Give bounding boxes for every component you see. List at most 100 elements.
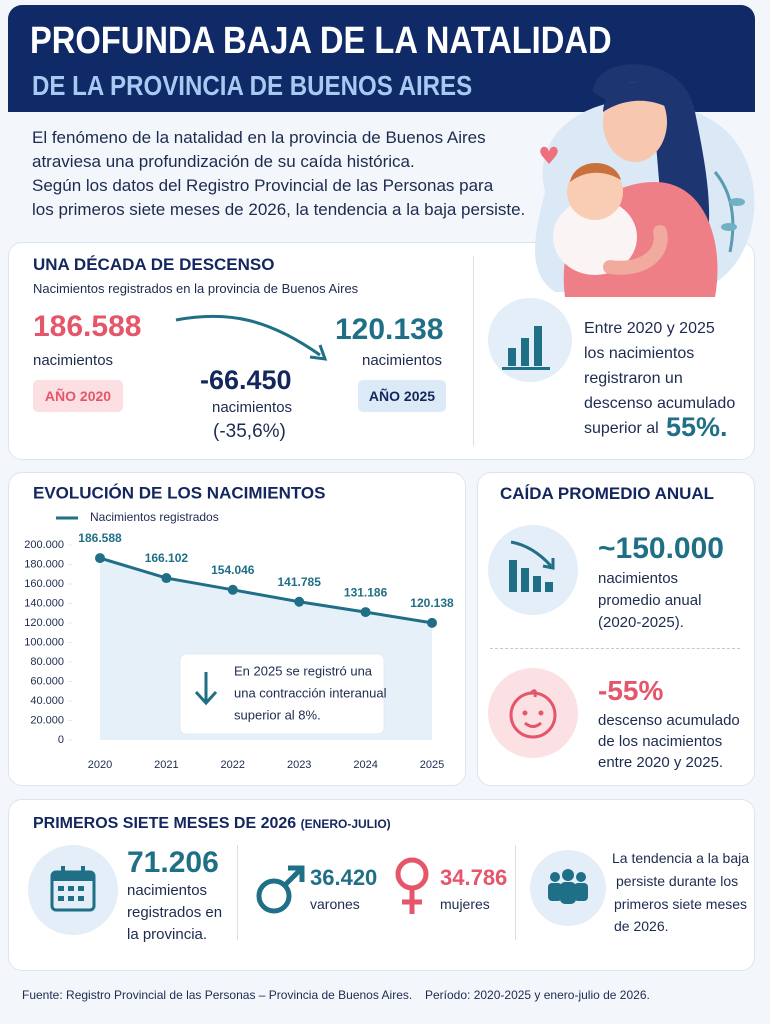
female-value: 34.786 (440, 865, 508, 890)
total-line: nacimientos (127, 882, 208, 899)
note-highlight: 55%. (666, 412, 728, 442)
data-label: 166.102 (145, 551, 189, 565)
data-point (95, 553, 105, 564)
drop-value: -55% (598, 675, 664, 706)
male-label: varones (310, 896, 360, 912)
total-line: registrados en (127, 904, 223, 921)
divider (473, 256, 474, 446)
start-value: 186.588 (33, 310, 142, 343)
intro-line: los primeros siete meses de 2026, la ten… (32, 200, 526, 219)
line-chart: EVOLUCIÓN DE LOS NACIMIENTOS 0 20.000 40.0… (24, 483, 454, 771)
drop-line: de los nacimientos (598, 733, 723, 750)
section-subtitle: Nacimientos registrados en la provincia … (33, 281, 359, 296)
male-value: 36.420 (310, 865, 378, 890)
annotation-line: superior al 8%. (234, 707, 321, 722)
y-tick-label: 80.000 (30, 656, 64, 668)
trend-line: de 2026. (614, 918, 669, 934)
y-tick-label: 120.000 (24, 617, 64, 629)
male-icon (256, 865, 305, 914)
data-point (427, 617, 437, 628)
trend-line: primeros siete meses (614, 896, 748, 912)
data-point (161, 573, 172, 584)
x-tick-label: 2025 (420, 759, 444, 771)
average-line: nacimientos (598, 570, 679, 587)
icon-circle (488, 668, 578, 758)
female-icon (395, 857, 429, 914)
series-line (99, 556, 433, 625)
arrow (175, 314, 328, 361)
y-tick-label: 140.000 (24, 597, 64, 609)
end-badge: AÑO 2025 (358, 380, 446, 412)
total-value: 71.206 (127, 846, 219, 879)
trend-line: persiste durante los (616, 873, 739, 889)
note-line: superior al (584, 420, 659, 437)
change-percent: (-35,6%) (213, 421, 286, 442)
x-tick-label: 2023 (287, 759, 311, 771)
x-tick-label: 2024 (353, 759, 377, 771)
total-line: la provincia. (127, 926, 208, 943)
change-unit: nacimientos (212, 399, 293, 416)
months-period: (ENERO-JULIO) (300, 817, 391, 831)
intro-line: Según los datos del Registro Provincial … (32, 176, 494, 195)
y-tick-label: 200.000 (24, 539, 64, 551)
average-value: ~150.000 (598, 532, 724, 565)
calendar-icon (50, 866, 96, 912)
intro-line: atraviesa una profundización de su caída… (32, 152, 415, 171)
y-tick-label: 100.000 (24, 636, 64, 648)
note-line: Entre 2020 y 2025 (584, 320, 715, 337)
trend-line: La tendencia a la baja (612, 850, 749, 866)
data-label: 186.588 (78, 531, 122, 545)
divider (237, 845, 238, 940)
decline-icon (509, 540, 555, 592)
note-line: descenso acumulado (584, 395, 736, 412)
drop-line: entre 2020 y 2025. (598, 754, 724, 771)
y-tick-label: 0 (58, 734, 64, 746)
x-tick-label: 2022 (221, 759, 245, 771)
data-label: 131.186 (344, 585, 388, 599)
y-tick-label: 180.000 (24, 558, 64, 570)
intro-line: El fenómeno de la natalidad en la provin… (32, 128, 486, 147)
data-point (227, 584, 238, 595)
section-title: CAÍDA PROMEDIO ANUAL (500, 484, 715, 503)
bar-icon (502, 326, 550, 370)
annotation-arrow (194, 672, 218, 706)
data-label: 141.785 (278, 575, 322, 589)
note-line: registraron un (584, 370, 683, 387)
people-icon (548, 869, 588, 904)
end-unit: nacimientos (362, 352, 443, 369)
note-line: los nacimientos (584, 345, 695, 362)
subtitle: DE LA PROVINCIA DE BUENOS AIRES (32, 70, 473, 101)
female-label: mujeres (440, 896, 490, 912)
footer-period: Período: 2020-2025 y enero-julio de 2026… (425, 988, 650, 1002)
change-value: -66.450 (200, 365, 292, 395)
average-line: promedio anual (598, 592, 702, 609)
baby-icon (509, 689, 557, 739)
y-tick-label: 40.000 (30, 695, 64, 707)
data-label: 120.138 (410, 596, 454, 610)
y-tick-label: 20.000 (30, 714, 64, 726)
data-label: 154.046 (211, 563, 255, 577)
dashed-divider (490, 648, 740, 649)
y-tick-label: 160.000 (24, 578, 64, 590)
months-title: PRIMEROS SIETE MESES DE 2026 (33, 815, 297, 832)
legend-label: Nacimientos registrados (90, 510, 219, 524)
section-title: UNA DÉCADA DE DESCENSO (33, 255, 275, 274)
data-point (294, 596, 305, 607)
months-card (8, 799, 755, 971)
section-title: PRIMEROS SIETE MESES DE 2026 (ENERO-JULI… (33, 815, 391, 833)
x-tick-label: 2021 (154, 759, 178, 771)
chart-title: EVOLUCIÓN DE LOS NACIMIENTOS (33, 483, 326, 502)
annotation-line: una contracción interanual (234, 685, 387, 700)
footer-source: Fuente: Registro Provincial de las Perso… (22, 988, 413, 1002)
title: PROFUNDA BAJA DE LA NATALIDAD (30, 20, 612, 62)
x-tick-label: 2020 (88, 759, 112, 771)
icon-circle (488, 525, 578, 615)
start-badge: AÑO 2020 (33, 380, 123, 412)
data-point (360, 607, 371, 618)
annotation-box (179, 653, 385, 735)
end-value: 120.138 (335, 313, 444, 346)
drop-line: descenso acumulado (598, 712, 740, 729)
start-unit: nacimientos (33, 352, 114, 369)
average-line: (2020-2025). (598, 614, 684, 631)
